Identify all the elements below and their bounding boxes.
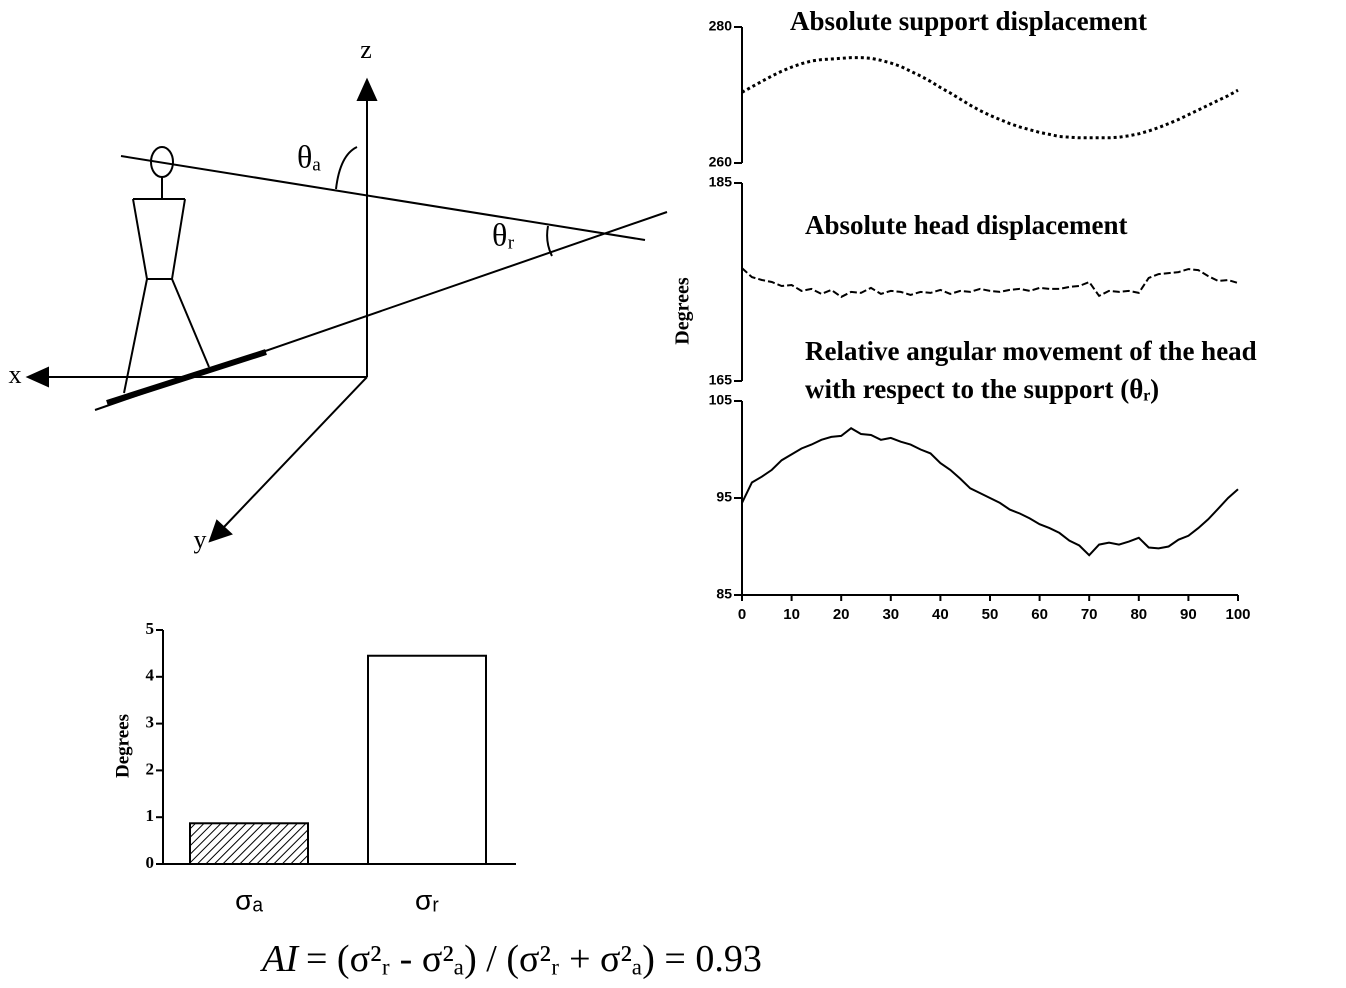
line-series (741, 56, 1239, 140)
y-tick-label: 165 (709, 372, 733, 388)
x-tick-label: σₐ (235, 884, 263, 915)
x-tick-label: 0 (738, 606, 746, 623)
angle-arc (546, 225, 553, 257)
line-series (741, 267, 1239, 299)
y-tick-label: 3 (146, 713, 155, 732)
y-axis-label: Degrees (112, 714, 133, 778)
formula-rhs: = (σ²ᵣ - σ²ₐ) / (σ²ᵣ + σ²ₐ) = 0.93 (306, 938, 762, 980)
chart-title: Relative angular movement of the head (805, 336, 1257, 366)
y-tick-label: 5 (146, 619, 155, 638)
figure-body (123, 177, 210, 394)
x-tick-label: 100 (1225, 606, 1250, 623)
x-tick-label: 80 (1130, 606, 1147, 623)
x-tick-label: 20 (833, 606, 850, 623)
x-tick-label: 10 (783, 606, 800, 623)
axis-label: y (194, 525, 207, 554)
x-tick-label: 40 (932, 606, 949, 623)
angle-label: θₐ (297, 138, 321, 174)
arrow (208, 519, 233, 543)
bar (367, 654, 487, 865)
formula: AI = (σ²ᵣ - σ²ₐ) / (σ²ᵣ + σ²ₐ) = 0.93 (259, 938, 762, 980)
x-tick-label: 90 (1180, 606, 1197, 623)
x-tick-label: 60 (1031, 606, 1048, 623)
y-tick-label: 105 (709, 392, 733, 408)
y-axis-label: Degrees (672, 277, 694, 345)
chart-title: with respect to the support (θᵣ) (805, 374, 1159, 404)
formula-lhs: AI (259, 938, 300, 980)
arrow (356, 77, 378, 101)
y-tick-label: 2 (146, 759, 155, 778)
support (106, 349, 267, 406)
line-series (741, 426, 1239, 557)
bar (189, 822, 309, 865)
axis-label: x (9, 360, 22, 389)
axis-label: z (360, 35, 372, 64)
angle-label: θᵣ (492, 216, 515, 252)
chart-title: Absolute support displacement (790, 6, 1147, 36)
y-tick-label: 185 (709, 174, 733, 190)
y-tick-label: 95 (716, 489, 732, 505)
y-tick-label: 260 (709, 154, 733, 170)
x-tick-label: 30 (882, 606, 899, 623)
angle-arc (335, 146, 358, 190)
x-tick-label: σᵣ (415, 884, 439, 915)
x-tick-label: 70 (1081, 606, 1098, 623)
x-tick-label: 50 (982, 606, 999, 623)
diagram (25, 77, 668, 543)
y-tick-label: 280 (709, 18, 733, 34)
y-axis (223, 376, 368, 528)
chart-title: Absolute head displacement (805, 210, 1128, 240)
y-tick-label: 1 (146, 806, 155, 825)
head-line (120, 155, 646, 241)
y-tick-label: 0 (146, 853, 155, 872)
y-tick-label: 85 (716, 586, 732, 602)
y-tick-label: 4 (146, 666, 155, 685)
arrow (25, 366, 49, 388)
